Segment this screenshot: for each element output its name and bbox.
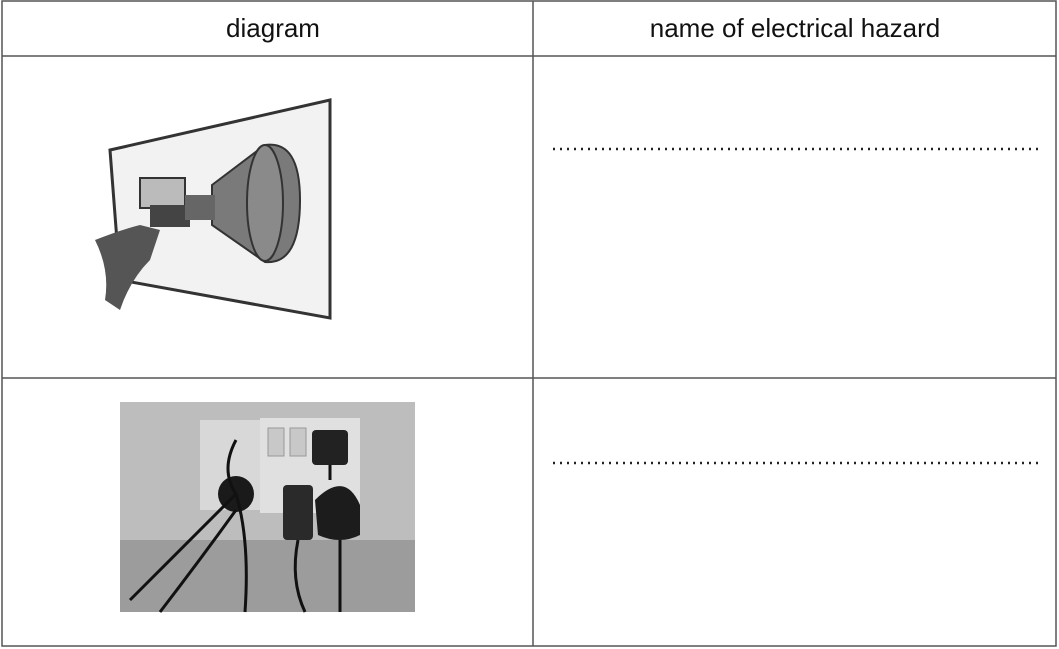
header-cell: name of electrical hazard xyxy=(650,13,940,43)
diagram-illustration-1 xyxy=(95,98,332,320)
diagram-photo-2 xyxy=(120,402,415,613)
answer-lines xyxy=(553,147,1040,465)
header-cell: diagram xyxy=(226,13,320,43)
